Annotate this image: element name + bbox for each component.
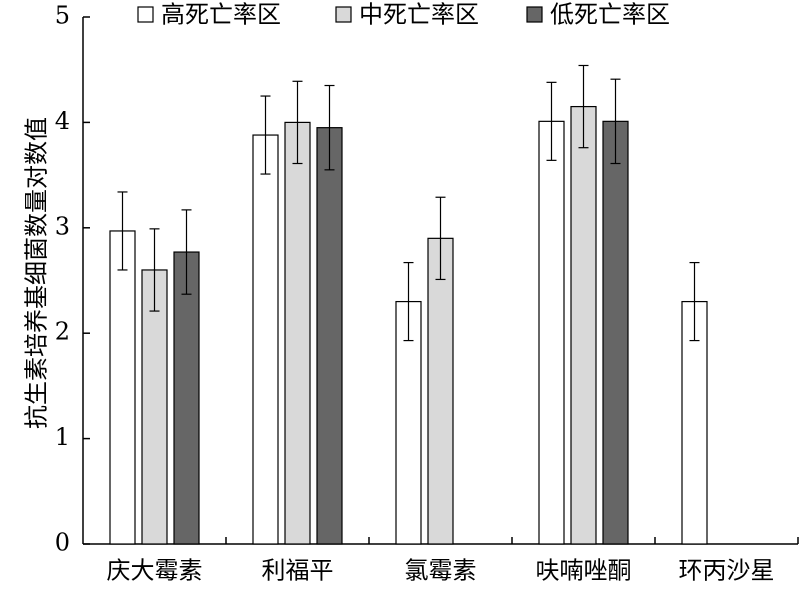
category-label: 利福平 — [262, 557, 334, 585]
bar-3 — [316, 127, 343, 545]
y-tick-label: 5 — [55, 2, 70, 30]
legend: 高死亡率区 中死亡率区 低死亡率区 — [137, 1, 670, 29]
y-axis-label: 抗生素培养基细菌数量对数值 — [23, 117, 51, 429]
bar-1 — [109, 230, 136, 545]
bar-2 — [284, 121, 311, 545]
bar-1 — [252, 134, 279, 545]
category-label: 庆大霉素 — [107, 557, 203, 585]
bar-3 — [602, 120, 629, 545]
bar-1 — [395, 300, 422, 545]
bar-2 — [570, 105, 597, 545]
category-label: 氯霉素 — [405, 557, 477, 585]
y-tick-label: 3 — [55, 212, 70, 240]
legend-swatch-2 — [335, 6, 352, 23]
plot-area: 0 1 2 3 4 5 庆大霉素 利福平 氯霉素 呋喃唑酮 环丙沙星 — [55, 2, 799, 585]
legend-swatch-1 — [137, 6, 154, 23]
bar-1 — [538, 120, 565, 545]
legend-label-1: 高死亡率区 — [161, 1, 281, 29]
legend-swatch-3 — [526, 6, 543, 23]
bar-2 — [427, 237, 454, 545]
category-label: 环丙沙星 — [679, 557, 775, 585]
legend-label-2: 中死亡率区 — [359, 1, 479, 29]
category-label: 呋喃唑酮 — [536, 557, 632, 585]
bar-2 — [141, 269, 168, 545]
legend-label-3: 低死亡率区 — [550, 1, 670, 29]
y-tick-label: 0 — [55, 529, 70, 557]
y-tick-label: 1 — [55, 423, 70, 451]
y-tick-label: 2 — [55, 318, 70, 346]
bar-3 — [173, 251, 200, 545]
y-tick-label: 4 — [55, 107, 70, 135]
